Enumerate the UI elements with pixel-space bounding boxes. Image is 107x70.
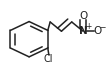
Text: O: O <box>93 26 102 36</box>
Text: N: N <box>79 26 87 36</box>
Text: −: − <box>99 23 105 32</box>
Text: +: + <box>85 22 91 31</box>
Text: O: O <box>79 11 87 21</box>
Text: Cl: Cl <box>43 54 53 64</box>
